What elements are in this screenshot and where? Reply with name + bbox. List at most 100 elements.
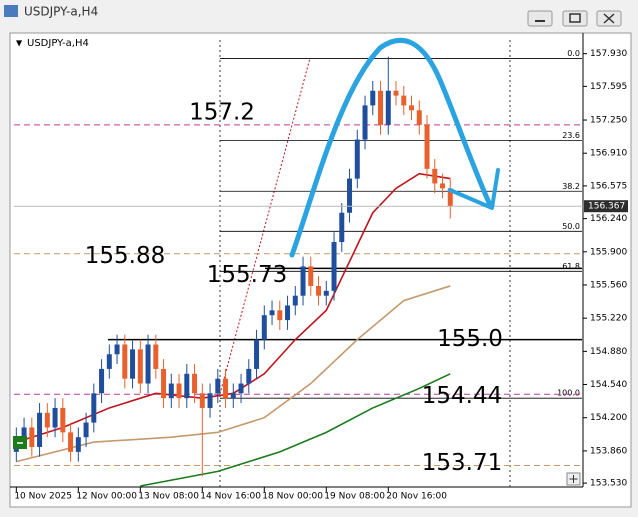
candle-body (269, 310, 275, 316)
close-icon (603, 13, 615, 24)
candle-body (409, 105, 415, 111)
candle-body (52, 407, 58, 428)
level-annotation: 155.88 (85, 243, 165, 269)
level-annotation: 157.2 (189, 99, 255, 125)
candle-body (362, 105, 368, 140)
candle-body (331, 242, 337, 291)
candle-body (153, 344, 159, 369)
y-tick-label: 156.910 (590, 149, 627, 159)
candle-body (393, 90, 399, 96)
moving-average (16, 172, 451, 443)
candle-body (285, 305, 291, 321)
symbol-label: USDJPY-a,H4 (27, 38, 89, 49)
candle-body (316, 285, 322, 296)
y-tick-label: 154.540 (590, 380, 627, 390)
candle-body (114, 344, 120, 355)
moving-average (140, 373, 451, 487)
candle-body (238, 383, 244, 394)
candle-body (91, 393, 97, 423)
candle-body (308, 266, 314, 286)
level-annotation: 155.0 (437, 326, 503, 352)
y-tick-label: 153.860 (590, 446, 627, 456)
y-tick-label: 154.880 (590, 347, 627, 357)
current-price-label: 156.367 (588, 202, 625, 212)
candle-body (29, 427, 35, 447)
y-tick-label: 157.595 (590, 82, 627, 92)
candle-body (347, 178, 353, 213)
level-annotation: 155.73 (207, 262, 287, 288)
x-tick-label: 18 Nov 00:00 (262, 492, 323, 502)
maximize-button[interactable] (562, 10, 588, 27)
candle-body (424, 124, 430, 169)
candle-body (106, 354, 112, 369)
candle-body (300, 266, 306, 296)
candle-body (254, 339, 260, 369)
candle-body (99, 368, 105, 394)
y-tick-label: 156.240 (590, 214, 627, 224)
symbol-arrow: ▼ (16, 39, 23, 48)
moving-average (16, 285, 451, 463)
candle-body (378, 90, 384, 125)
candle-body (339, 212, 345, 243)
x-tick-label: 12 Nov 00:00 (76, 492, 137, 502)
candle-body (354, 139, 360, 179)
y-tick-label: 157.250 (590, 116, 627, 126)
candle-body (83, 422, 89, 438)
zoom-icon (569, 475, 578, 483)
drawn-arc (289, 37, 493, 258)
fib-trendline (219, 57, 311, 395)
candle-body (370, 90, 376, 106)
candle-body (192, 373, 198, 394)
candle-body (68, 432, 74, 452)
candle-body (215, 378, 221, 394)
candle-body (440, 183, 446, 189)
y-tick-label: 154.200 (590, 413, 627, 423)
fib-label: 23.6 (562, 131, 580, 140)
y-tick-label: 155.900 (590, 247, 627, 257)
x-tick-label: 10 Nov 2025 (14, 492, 72, 502)
candle-body (168, 383, 174, 399)
candle-body (161, 368, 167, 399)
level-annotation: 154.44 (422, 383, 502, 409)
chart-panel (9, 32, 632, 508)
candle-body (223, 378, 229, 399)
candle-body (432, 168, 438, 184)
candle-body (145, 344, 151, 384)
candle-body (44, 412, 50, 428)
fib-label: 38.2 (562, 182, 580, 191)
fib-label: 100.0 (557, 389, 580, 398)
y-tick-label: 157.930 (590, 49, 627, 59)
candle-body (292, 295, 298, 306)
candle-body (277, 310, 283, 321)
x-tick-label: 20 Nov 16:00 (386, 492, 447, 502)
window-icon (4, 5, 18, 17)
candle-body (323, 290, 329, 296)
candle-body (184, 373, 190, 399)
minimize-button[interactable] (527, 10, 553, 27)
candle-body (246, 368, 252, 384)
candle-body (230, 393, 236, 399)
candle-body (21, 427, 27, 438)
candle-body (75, 437, 81, 452)
candle-body (137, 349, 143, 384)
candle-body (416, 110, 422, 125)
current-price-box (584, 200, 628, 213)
candle-body (37, 412, 43, 447)
candle-body (199, 393, 205, 408)
candle-body (385, 90, 391, 125)
level-annotation: 153.71 (422, 450, 502, 476)
candle-body (261, 315, 267, 340)
candle-body (447, 188, 453, 207)
maximize-icon (569, 13, 581, 23)
candle-body (60, 407, 66, 433)
candle-body (122, 344, 128, 379)
candle-body (130, 349, 136, 379)
x-tick-label: 19 Nov 08:00 (324, 492, 385, 502)
x-tick-label: 14 Nov 16:00 (200, 492, 261, 502)
window-buttons[interactable] (527, 10, 622, 27)
fib-label: 0.0 (567, 49, 580, 58)
candle-body (207, 393, 213, 408)
window-title: USDJPY-a,H4 (24, 5, 98, 19)
y-tick-label: 155.560 (590, 280, 627, 290)
